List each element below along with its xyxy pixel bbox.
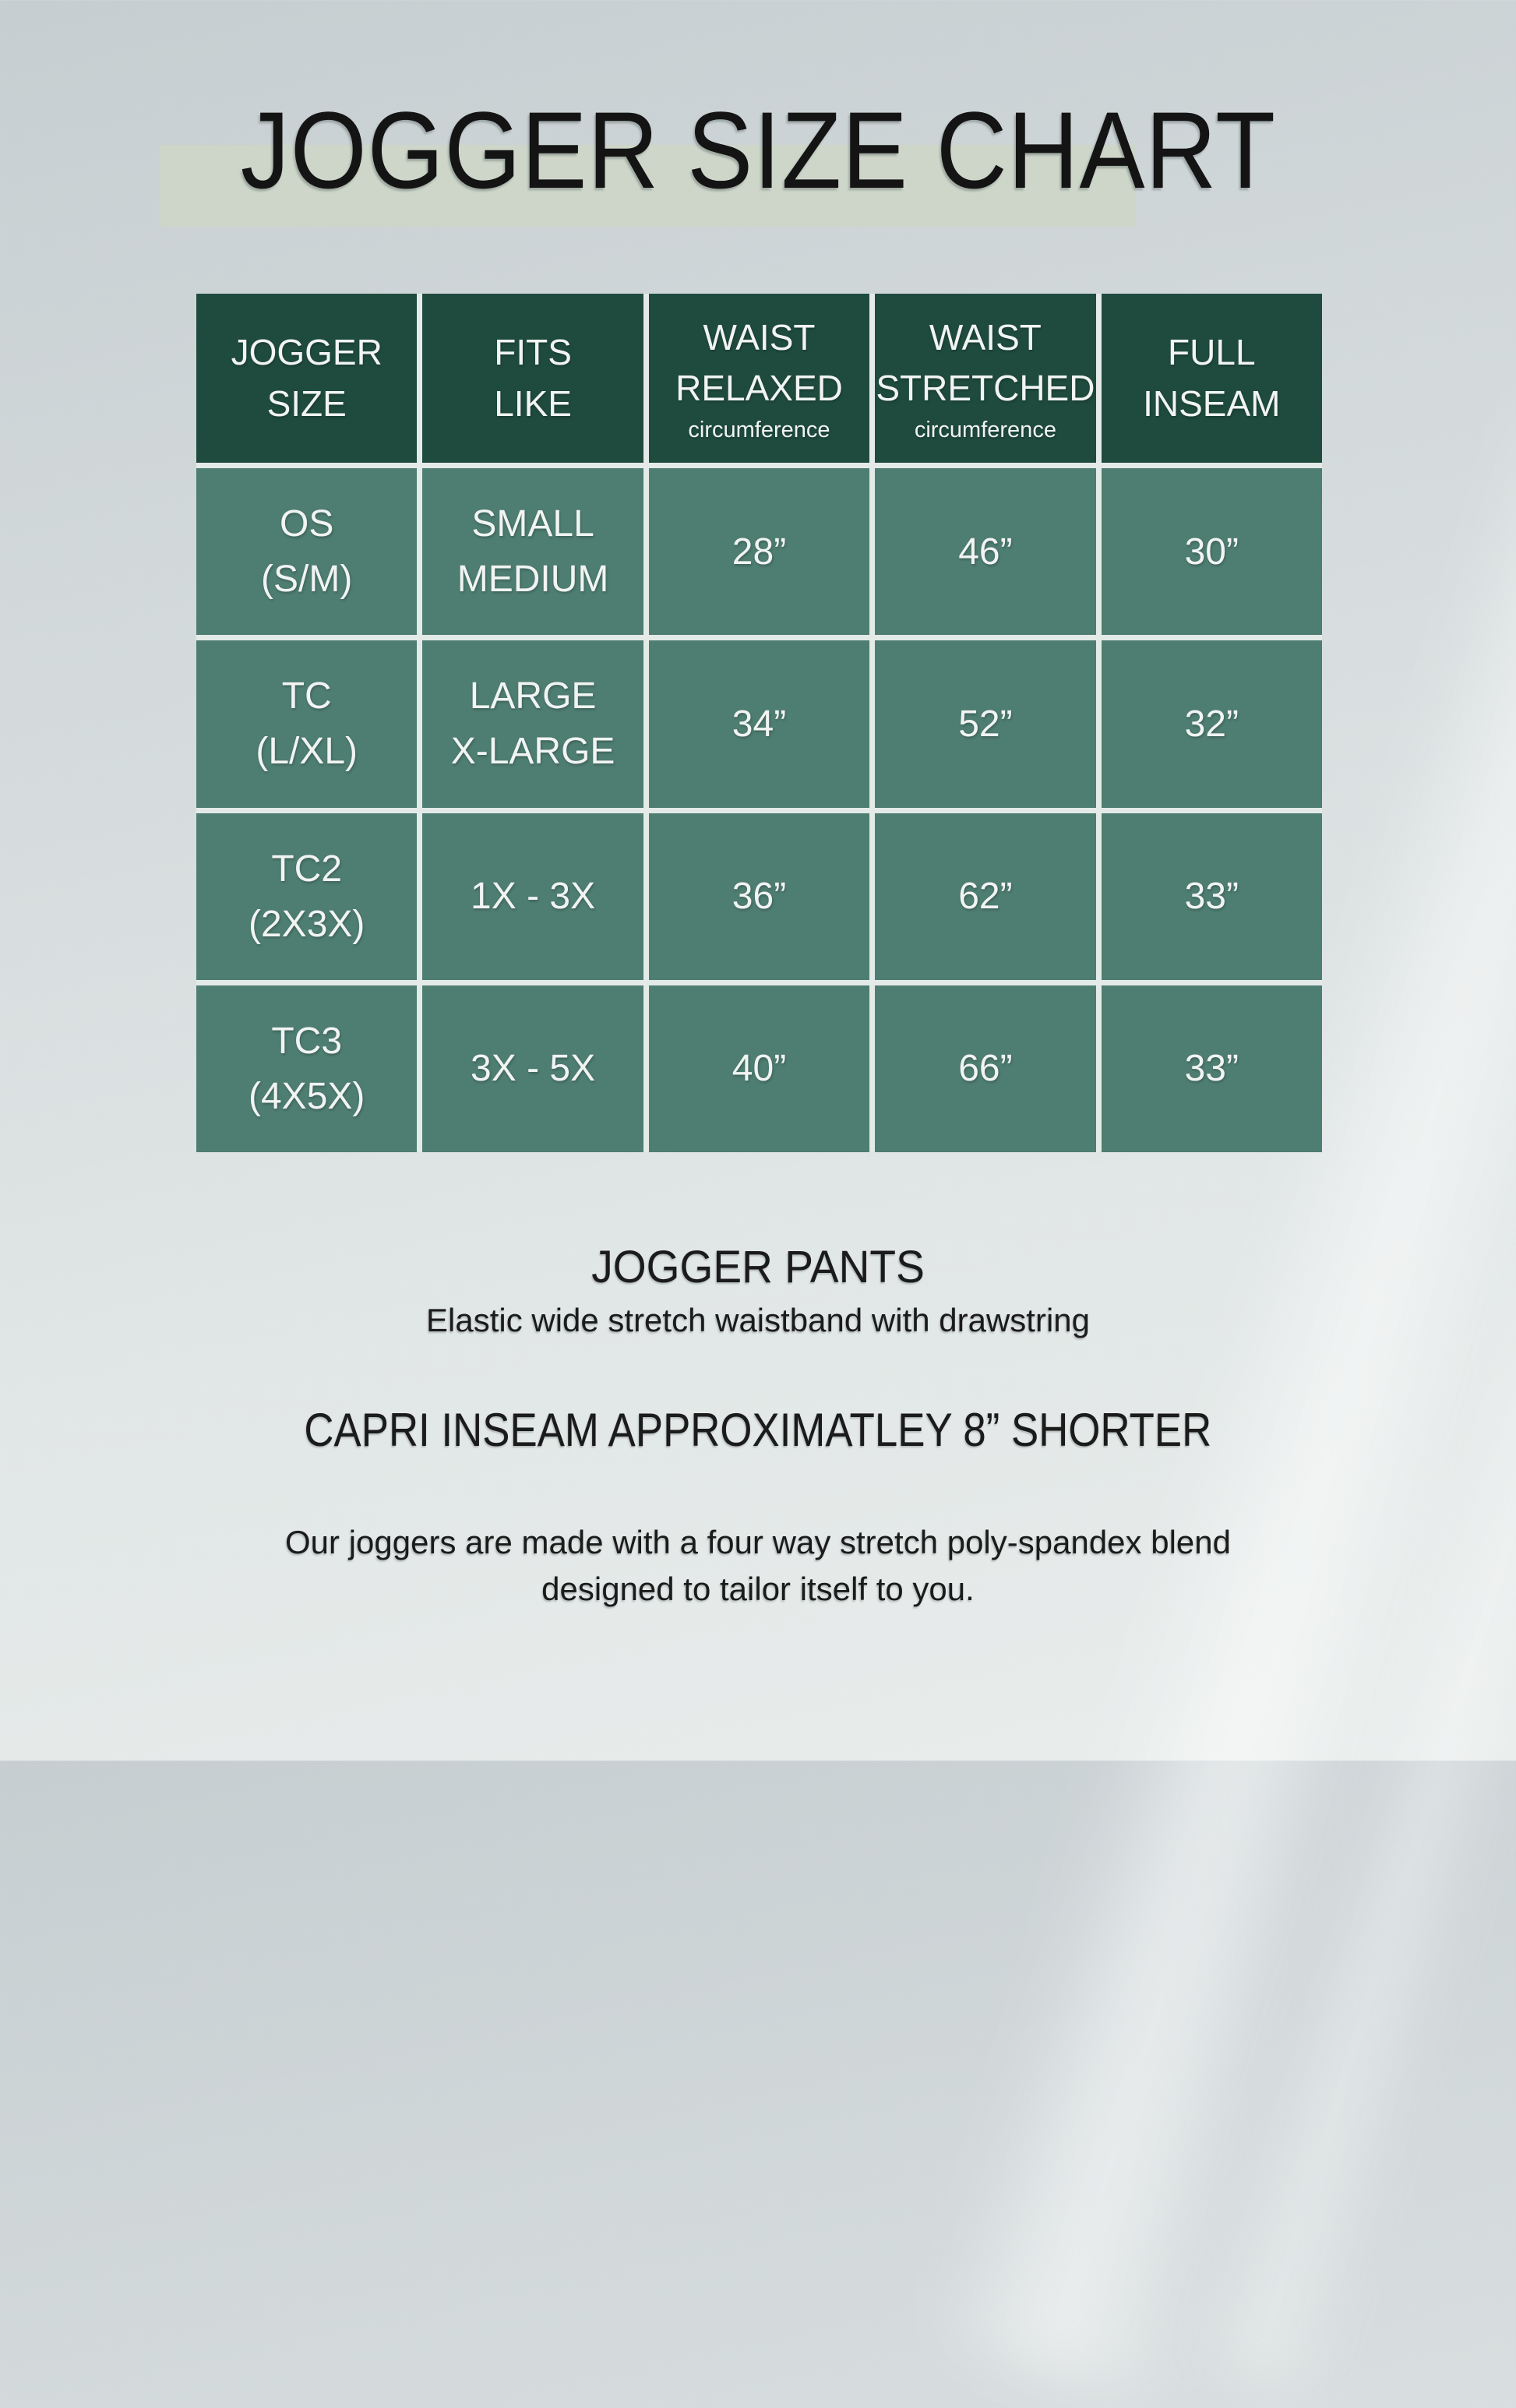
table-cell-size-tc2: TC2 (2X3X) — [196, 813, 418, 980]
fabric-description: Our joggers are made with a four way str… — [0, 1519, 1516, 1613]
table-cell-fits-tc: LARGE X-LARGE — [422, 640, 643, 808]
cell-line: 1X - 3X — [471, 876, 596, 918]
cell-line: LARGE — [469, 675, 597, 717]
cell-line: 52” — [958, 703, 1013, 745]
table-cell-waist-relaxed-tc2: 36” — [648, 813, 870, 980]
cell-line: 33” — [1184, 1048, 1239, 1090]
header-cell-fits-like: FITS LIKE — [422, 294, 643, 463]
header-line: FULL — [1168, 332, 1256, 373]
cell-line: OS — [280, 503, 334, 545]
header-line: WAIST — [703, 317, 816, 358]
table-cell-fits-os: SMALL MEDIUM — [422, 468, 643, 636]
fabric-description-line2: designed to tailor itself to you. — [541, 1571, 975, 1607]
header-cell-waist-stretched: WAIST STRETCHED circumference — [875, 294, 1096, 463]
page-title-text: JOGGER SIZE CHART — [240, 89, 1276, 211]
cell-line: 46” — [958, 531, 1013, 573]
cell-line: (L/XL) — [256, 731, 358, 773]
cell-line: (4X5X) — [249, 1075, 365, 1117]
header-cell-jogger-size: JOGGER SIZE — [196, 294, 418, 463]
header-note: circumference — [688, 417, 830, 442]
cell-line: MEDIUM — [457, 559, 609, 601]
cell-line: 34” — [732, 703, 787, 745]
cell-line: 33” — [1184, 876, 1239, 918]
header-note: circumference — [914, 417, 1056, 442]
table-cell-fits-tc2: 1X - 3X — [422, 813, 643, 980]
table-cell-waist-relaxed-tc: 34” — [648, 640, 870, 808]
table-cell-waist-relaxed-tc3: 40” — [648, 985, 870, 1152]
header-cell-full-inseam: FULL INSEAM — [1101, 294, 1322, 463]
table-cell-waist-relaxed-os: 28” — [648, 468, 870, 636]
table-cell-inseam-os: 30” — [1101, 468, 1322, 636]
cell-line: 62” — [958, 876, 1013, 918]
cell-line: X-LARGE — [450, 731, 615, 773]
table-cell-inseam-tc2: 33” — [1101, 813, 1322, 980]
table-cell-inseam-tc3: 33” — [1101, 985, 1322, 1152]
cell-line: 30” — [1184, 531, 1239, 573]
header-line: STRETCHED — [876, 368, 1095, 409]
cell-line: TC3 — [271, 1020, 343, 1062]
capri-inseam-note-text: CAPRI INSEAM APPROXIMATLEY 8” SHORTER — [304, 1404, 1212, 1456]
table-cell-waist-stretched-tc3: 66” — [875, 985, 1096, 1152]
waistband-subheading: Elastic wide stretch waistband with draw… — [425, 1302, 1091, 1338]
jogger-size-table: JOGGER SIZE FITS LIKE WAIST RELAXED circ… — [196, 294, 1322, 1152]
title-highlight-band — [160, 145, 1136, 227]
table-cell-fits-tc3: 3X - 5X — [422, 985, 643, 1152]
header-line: WAIST — [929, 317, 1042, 358]
cell-line: SMALL — [471, 503, 594, 545]
header-cell-waist-relaxed: WAIST RELAXED circumference — [648, 294, 870, 463]
cell-line: TC2 — [271, 848, 343, 890]
capri-inseam-note: CAPRI INSEAM APPROXIMATLEY 8” SHORTER — [0, 1407, 1516, 1454]
header-line: FITS — [494, 332, 572, 373]
cell-line: 32” — [1184, 703, 1239, 745]
cell-line: 40” — [732, 1048, 787, 1090]
header-line: INSEAM — [1143, 383, 1281, 424]
header-line: LIKE — [494, 383, 572, 424]
table-cell-waist-stretched-tc2: 62” — [875, 813, 1096, 980]
jogger-pants-heading-text: JOGGER PANTS — [591, 1242, 925, 1292]
cell-line: 3X - 5X — [471, 1048, 596, 1090]
table-cell-size-os: OS (S/M) — [196, 468, 418, 636]
page-title: JOGGER SIZE CHART — [0, 96, 1516, 205]
table-cell-size-tc3: TC3 (4X5X) — [196, 985, 418, 1152]
table-cell-waist-stretched-os: 46” — [875, 468, 1096, 636]
cell-line: 28” — [732, 531, 787, 573]
table-cell-size-tc: TC (L/XL) — [196, 640, 418, 808]
table-cell-inseam-tc: 32” — [1101, 640, 1322, 808]
cell-line: (2X3X) — [249, 903, 365, 945]
jogger-pants-heading: JOGGER PANTS — [0, 1245, 1516, 1290]
fabric-description-line1: Our joggers are made with a four way str… — [285, 1524, 1231, 1560]
header-line: SIZE — [266, 383, 347, 424]
header-line: JOGGER — [231, 332, 383, 373]
cell-line: TC — [281, 675, 332, 717]
cell-line: 66” — [958, 1048, 1013, 1090]
cell-line: 36” — [732, 876, 787, 918]
header-line: RELAXED — [675, 368, 843, 409]
table-cell-waist-stretched-tc: 52” — [875, 640, 1096, 808]
cell-line: (S/M) — [261, 559, 353, 601]
